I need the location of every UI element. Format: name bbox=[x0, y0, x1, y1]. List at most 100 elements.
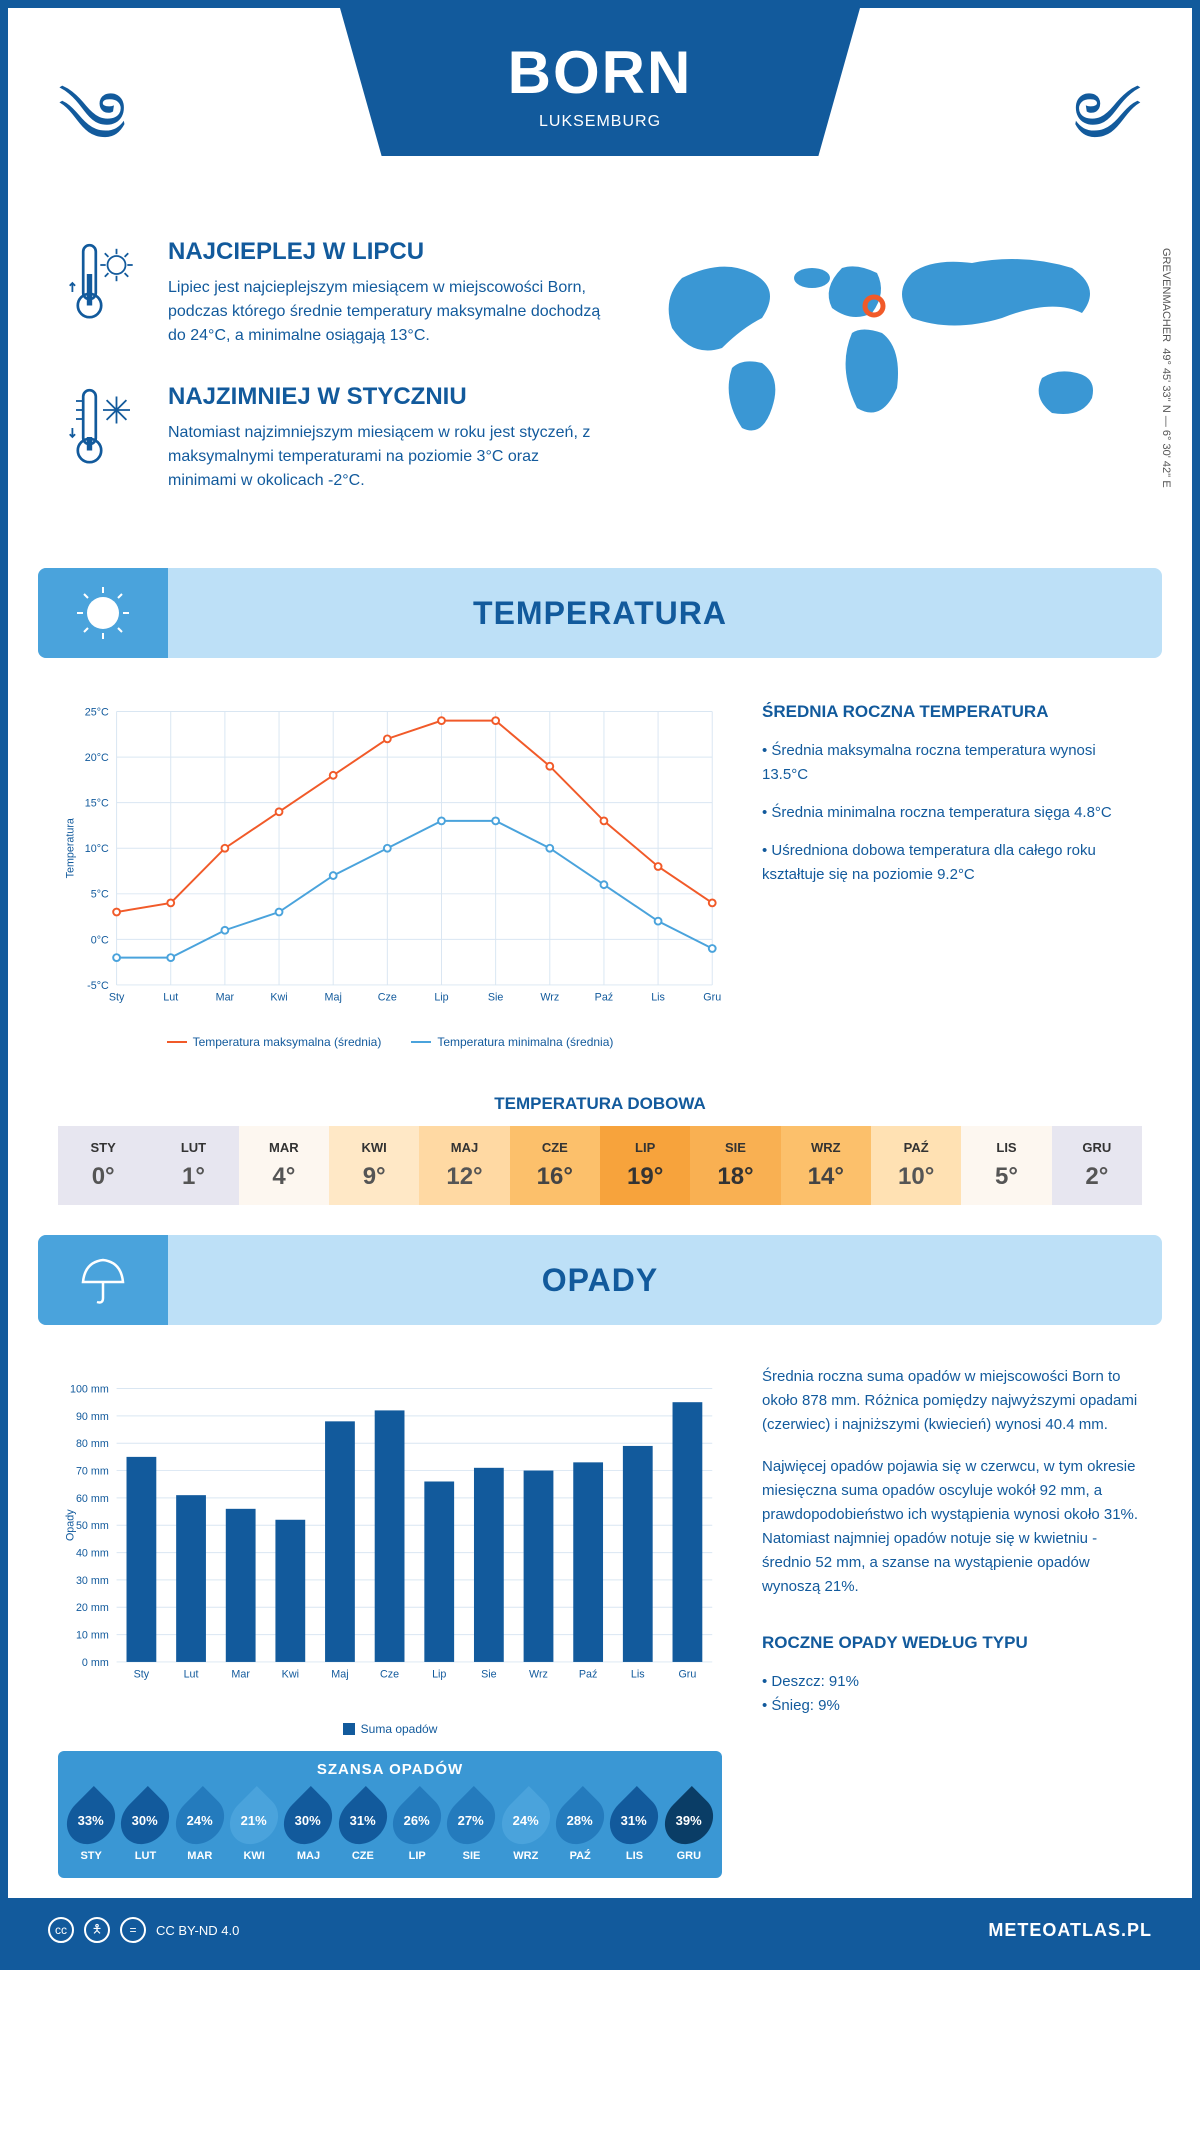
rain-chance-drop: 24% WRZ bbox=[501, 1794, 551, 1862]
svg-text:Cze: Cze bbox=[378, 992, 397, 1004]
svg-text:100 mm: 100 mm bbox=[70, 1383, 109, 1395]
svg-text:Opady: Opady bbox=[65, 1509, 77, 1541]
temperature-title: TEMPERATURA bbox=[473, 595, 727, 632]
dobowa-cell: CZE16° bbox=[510, 1126, 600, 1205]
warmest-block: NAJCIEPLEJ W LIPCU Lipiec jest najcieple… bbox=[58, 238, 602, 348]
by-icon: 🯅 bbox=[84, 1917, 110, 1943]
svg-text:Temperatura: Temperatura bbox=[65, 818, 77, 878]
rain-chance-drop: 31% LIS bbox=[609, 1794, 659, 1862]
precipitation-title: OPADY bbox=[542, 1262, 658, 1299]
coldest-block: NAJZIMNIEJ W STYCZNIU Natomiast najzimni… bbox=[58, 383, 602, 493]
temperature-line-chart: -5°C0°C5°C10°C15°C20°C25°CStyLutMarKwiMa… bbox=[58, 698, 722, 1049]
svg-text:10°C: 10°C bbox=[85, 843, 109, 855]
dobowa-cell: LIP19° bbox=[600, 1126, 690, 1205]
dobowa-cell: LUT1° bbox=[148, 1126, 238, 1205]
svg-text:Kwi: Kwi bbox=[270, 992, 287, 1004]
dobowa-cell: PAŹ10° bbox=[871, 1126, 961, 1205]
page: ༄ BORN LUKSEMBURG ༄ bbox=[0, 0, 1200, 1970]
warmest-title: NAJCIEPLEJ W LIPCU bbox=[168, 238, 602, 266]
dobowa-cell: MAJ12° bbox=[419, 1126, 509, 1205]
sun-icon bbox=[38, 568, 168, 658]
svg-text:Mar: Mar bbox=[231, 1669, 250, 1681]
svg-text:Sty: Sty bbox=[109, 992, 125, 1004]
license-text: CC BY-ND 4.0 bbox=[156, 1923, 239, 1938]
temperature-chart-row: -5°C0°C5°C10°C15°C20°C25°CStyLutMarKwiMa… bbox=[8, 678, 1192, 1069]
rain-chance-drop: 30% MAJ bbox=[283, 1794, 333, 1862]
nd-icon: = bbox=[120, 1917, 146, 1943]
svg-text:60 mm: 60 mm bbox=[76, 1493, 109, 1505]
svg-text:0 mm: 0 mm bbox=[82, 1657, 109, 1669]
svg-text:20 mm: 20 mm bbox=[76, 1602, 109, 1614]
dobowa-cell: STY0° bbox=[58, 1126, 148, 1205]
map-column: GREVENMACHER 49° 45' 33'' N — 6° 30' 42'… bbox=[642, 238, 1142, 528]
rain-chance-drop: 39% GRU bbox=[664, 1794, 714, 1862]
wind-icon: ༄ bbox=[58, 38, 127, 241]
wind-icon: ༄ bbox=[1073, 38, 1142, 241]
rain-chance-drop: 31% CZE bbox=[338, 1794, 388, 1862]
coordinates-label: GREVENMACHER 49° 45' 33'' N — 6° 30' 42'… bbox=[1160, 248, 1172, 488]
temperature-section-header: TEMPERATURA bbox=[38, 568, 1162, 658]
svg-text:Maj: Maj bbox=[331, 1669, 348, 1681]
svg-text:Lut: Lut bbox=[184, 1669, 199, 1681]
svg-text:25°C: 25°C bbox=[85, 706, 109, 718]
rain-chance-drop: 27% SIE bbox=[446, 1794, 496, 1862]
cc-icon: cc bbox=[48, 1917, 74, 1943]
svg-text:50 mm: 50 mm bbox=[76, 1520, 109, 1532]
precipitation-chart-row: 0 mm10 mm20 mm30 mm40 mm50 mm60 mm70 mm8… bbox=[8, 1345, 1192, 1898]
svg-text:80 mm: 80 mm bbox=[76, 1438, 109, 1450]
license-block: cc 🯅 = CC BY-ND 4.0 bbox=[48, 1917, 239, 1943]
temp-legend: Temperatura maksymalna (średnia) Tempera… bbox=[58, 1035, 722, 1049]
chance-of-precipitation-box: SZANSA OPADÓW 33% STY 30% LUT 24% MAR 21… bbox=[58, 1751, 722, 1878]
svg-text:Sie: Sie bbox=[481, 1669, 497, 1681]
dobowa-cell: GRU2° bbox=[1052, 1126, 1142, 1205]
svg-text:Lis: Lis bbox=[631, 1669, 645, 1681]
umbrella-icon bbox=[38, 1235, 168, 1325]
svg-text:Paź: Paź bbox=[595, 992, 614, 1004]
rain-chance-drop: 33% STY bbox=[66, 1794, 116, 1862]
coldest-title: NAJZIMNIEJ W STYCZNIU bbox=[168, 383, 602, 411]
svg-text:Cze: Cze bbox=[380, 1669, 399, 1681]
dobowa-cell: SIE18° bbox=[690, 1126, 780, 1205]
svg-text:Wrz: Wrz bbox=[540, 992, 559, 1004]
svg-text:Lip: Lip bbox=[432, 1669, 446, 1681]
dobowa-cell: LIS5° bbox=[961, 1126, 1051, 1205]
coldest-text: Natomiast najzimniejszym miesiącem w rok… bbox=[168, 421, 602, 493]
svg-text:90 mm: 90 mm bbox=[76, 1411, 109, 1423]
svg-text:Maj: Maj bbox=[325, 992, 342, 1004]
svg-text:15°C: 15°C bbox=[85, 798, 109, 810]
svg-text:Gru: Gru bbox=[678, 1669, 696, 1681]
svg-text:-5°C: -5°C bbox=[87, 980, 109, 992]
warmest-text: Lipiec jest najcieplejszym miesiącem w m… bbox=[168, 276, 602, 348]
svg-text:Mar: Mar bbox=[216, 992, 235, 1004]
svg-text:Paź: Paź bbox=[579, 1669, 598, 1681]
svg-text:Gru: Gru bbox=[703, 992, 721, 1004]
page-subtitle: LUKSEMBURG bbox=[380, 113, 820, 131]
svg-text:10 mm: 10 mm bbox=[76, 1630, 109, 1642]
svg-text:20°C: 20°C bbox=[85, 752, 109, 764]
info-row: NAJCIEPLEJ W LIPCU Lipiec jest najcieple… bbox=[8, 208, 1192, 548]
rain-chance-drop: 28% PAŹ bbox=[555, 1794, 605, 1862]
daily-temperature-table: STY0° LUT1° MAR4° KWI9° MAJ12° CZE16° LI… bbox=[58, 1126, 1142, 1205]
thermometer-cold-icon bbox=[58, 383, 148, 493]
dobowa-title: TEMPERATURA DOBOWA bbox=[8, 1094, 1192, 1114]
thermometer-hot-icon bbox=[58, 238, 148, 348]
dobowa-cell: WRZ14° bbox=[781, 1126, 871, 1205]
precipitation-section-header: OPADY bbox=[38, 1235, 1162, 1325]
svg-text:Wrz: Wrz bbox=[529, 1669, 548, 1681]
rain-chance-drop: 24% MAR bbox=[175, 1794, 225, 1862]
rain-chance-drop: 21% KWI bbox=[229, 1794, 279, 1862]
svg-text:Sty: Sty bbox=[134, 1669, 150, 1681]
svg-text:40 mm: 40 mm bbox=[76, 1547, 109, 1559]
typ-heading: ROCZNE OPADY WEDŁUG TYPU bbox=[762, 1629, 1142, 1656]
precipitation-bar-chart: 0 mm10 mm20 mm30 mm40 mm50 mm60 mm70 mm8… bbox=[58, 1365, 722, 1878]
svg-text:Lip: Lip bbox=[434, 992, 448, 1004]
world-map-icon bbox=[642, 238, 1142, 458]
dobowa-cell: MAR4° bbox=[239, 1126, 329, 1205]
svg-text:70 mm: 70 mm bbox=[76, 1465, 109, 1477]
dobowa-cell: KWI9° bbox=[329, 1126, 419, 1205]
info-left: NAJCIEPLEJ W LIPCU Lipiec jest najcieple… bbox=[58, 238, 602, 528]
rain-chance-drop: 30% LUT bbox=[120, 1794, 170, 1862]
svg-text:0°C: 0°C bbox=[91, 934, 109, 946]
svg-text:Lis: Lis bbox=[651, 992, 665, 1004]
precipitation-info: Średnia roczna suma opadów w miejscowośc… bbox=[762, 1365, 1142, 1878]
